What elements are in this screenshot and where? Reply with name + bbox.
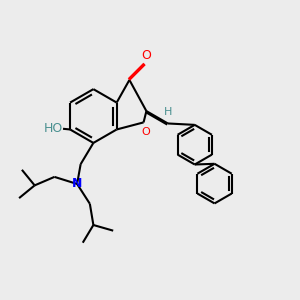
Text: H: H xyxy=(164,107,172,117)
Text: O: O xyxy=(141,49,151,62)
Text: HO: HO xyxy=(44,122,63,135)
Text: N: N xyxy=(72,178,82,190)
Text: O: O xyxy=(141,128,150,137)
